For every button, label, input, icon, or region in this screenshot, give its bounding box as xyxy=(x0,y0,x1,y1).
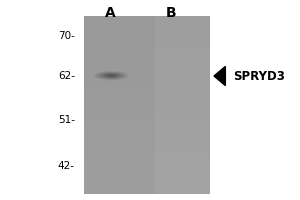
Text: 51-: 51- xyxy=(58,115,75,125)
Text: SPRYD3: SPRYD3 xyxy=(233,70,285,82)
Text: 42-: 42- xyxy=(58,161,75,171)
Text: A: A xyxy=(105,6,116,20)
Text: 70-: 70- xyxy=(58,31,75,41)
Polygon shape xyxy=(214,66,225,86)
Text: B: B xyxy=(165,6,176,20)
Text: 62-: 62- xyxy=(58,71,75,81)
